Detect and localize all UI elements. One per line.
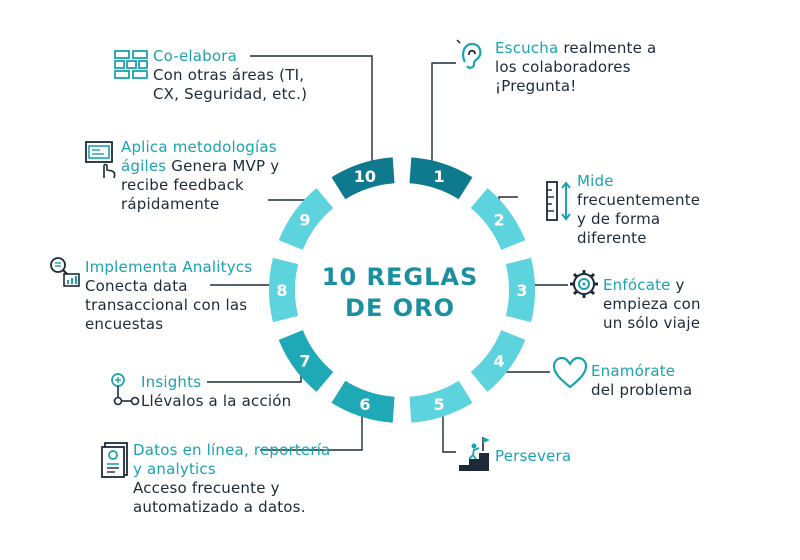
segment-number-5: 5 <box>434 395 445 414</box>
title-line-2: DE ORO <box>345 294 455 322</box>
ring-segment-3 <box>505 257 535 323</box>
segment-number-9: 9 <box>299 210 310 229</box>
analytics-icon <box>50 257 80 287</box>
rule-4-head: Enamórate <box>591 362 676 380</box>
rule-7-body: Llévalos a la acción <box>141 392 292 410</box>
segment-number-6: 6 <box>359 395 370 414</box>
rule-10-body: Con otras áreas (TI, CX, Seguridad, etc.… <box>153 66 308 103</box>
ring-segment-1 <box>409 157 473 200</box>
rule-4: Enamórate del problema <box>591 362 711 400</box>
connector-5 <box>442 408 456 453</box>
rule-5-head: Persevera <box>495 447 572 465</box>
ring-segments <box>269 157 535 423</box>
ring-segment-2 <box>470 188 526 250</box>
ring-segment-10 <box>331 157 395 200</box>
gear-target-icon <box>570 270 598 298</box>
rule-3: Enfócate y empieza con un sólo viaje <box>603 276 718 333</box>
rule-2-body: frecuentemente y de forma diferente <box>577 191 701 247</box>
ring-segment-9 <box>278 188 334 250</box>
rule-8-head: Implementa Analitycs <box>85 258 253 276</box>
rule-4-body: del problema <box>591 381 693 399</box>
rule-10: Co-elabora Con otras áreas (TI, CX, Segur… <box>153 47 313 104</box>
diagram-title: 10 REGLAS DE ORO <box>315 262 485 324</box>
title-line-1: 10 REGLAS <box>321 263 479 291</box>
segment-number-3: 3 <box>516 281 527 300</box>
rule-6-body: Acceso frecuente y automatizado a datos. <box>133 479 306 516</box>
ring-segment-7 <box>278 330 334 392</box>
rule-9: Aplica metodologías ágiles Genera MVP y … <box>121 138 291 214</box>
rule-10-head: Co-elabora <box>153 47 237 65</box>
rule-7: Insights Llévalos a la acción <box>141 373 311 411</box>
rule-1: Escucha realmente a los colaboradores ¡P… <box>495 39 665 96</box>
rule-3-head: Enfócate <box>603 276 671 294</box>
segment-number-10: 10 <box>354 167 376 186</box>
rule-6-head: Datos en línea, reportería y analytics <box>133 441 331 478</box>
connector-1 <box>431 62 456 170</box>
rule-5: Persevera <box>495 447 595 466</box>
heart-icon <box>552 356 588 389</box>
connector-10 <box>250 55 373 170</box>
blocks-icon <box>114 50 148 79</box>
rule-2-head: Mide <box>577 172 614 190</box>
rule-8-body: Conecta data transaccional con las encue… <box>85 277 248 333</box>
climber-flag-icon <box>459 437 490 471</box>
rule-2: Mide frecuentemente y de forma diferente <box>577 172 712 248</box>
ruler-icon <box>546 181 571 221</box>
ring-segment-8 <box>269 257 299 323</box>
ring-segment-6 <box>331 380 395 423</box>
segment-number-2: 2 <box>494 210 505 229</box>
segment-number-1: 1 <box>434 167 445 186</box>
segment-number-7: 7 <box>299 352 310 371</box>
ear-icon <box>456 39 482 69</box>
segment-number-8: 8 <box>276 281 287 300</box>
report-icon <box>101 442 128 478</box>
rule-3-body: y empieza con un sólo viaje <box>603 276 701 332</box>
rule-9-head: Aplica metodologías ágiles <box>121 138 277 175</box>
rule-8: Implementa Analitycs Conecta data transac… <box>85 258 285 334</box>
agile-screen-icon <box>85 141 116 179</box>
ring-segment-numbers: 1 2 3 4 5 6 7 8 9 10 <box>276 167 527 414</box>
rule-7-head: Insights <box>141 373 202 391</box>
connector-6 <box>260 403 363 451</box>
segment-number-4: 4 <box>494 352 505 371</box>
network-icon <box>111 373 140 406</box>
rule-6: Datos en línea, reportería y analytics Ac… <box>133 441 333 517</box>
rule-1-head: Escucha <box>495 39 559 57</box>
rule-1-body: realmente a los colaboradores ¡Pregunta! <box>495 39 657 95</box>
ring-segment-5 <box>409 380 473 423</box>
rule-9-body: Genera MVP y recibe feedback rápidamente <box>121 157 280 213</box>
ring-segment-4 <box>470 330 526 392</box>
